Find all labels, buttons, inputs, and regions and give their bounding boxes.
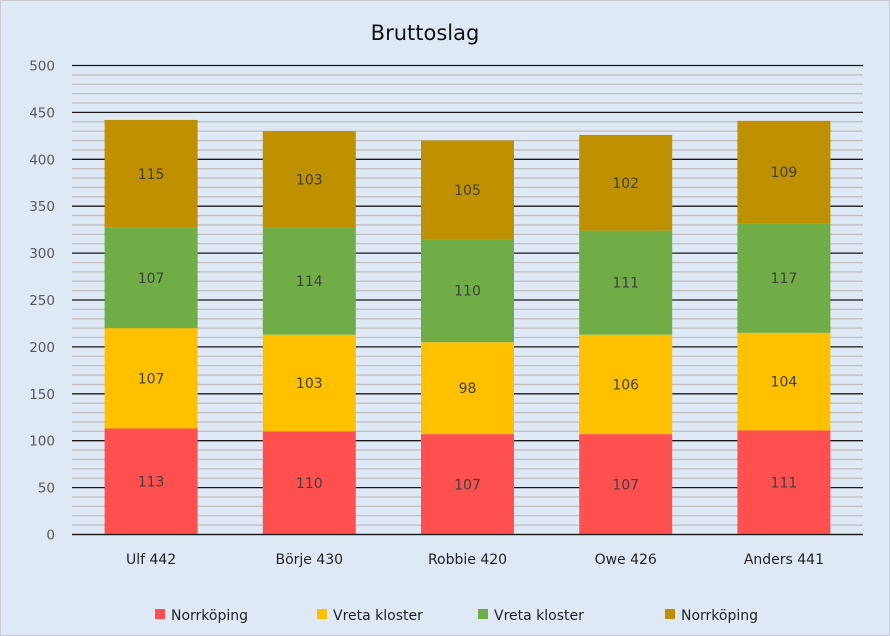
bar-segment — [421, 239, 514, 343]
bar-segment — [737, 332, 831, 431]
data-label: 98 — [459, 381, 477, 397]
legend-label: Norrköping — [171, 608, 248, 624]
y-tick-label: 500 — [29, 59, 55, 75]
bar-segment — [104, 119, 198, 228]
y-tick-label: 200 — [29, 340, 55, 356]
legend-label: Vreta kloster — [333, 608, 423, 624]
x-category-label: Anders 441 — [744, 552, 824, 568]
x-category-label: Börje 430 — [275, 552, 343, 568]
data-label: 111 — [771, 475, 798, 491]
y-tick-label: 250 — [29, 293, 55, 309]
data-label: 103 — [296, 376, 323, 392]
y-tick-label: 350 — [29, 199, 55, 215]
y-tick-label: 400 — [29, 152, 55, 168]
x-category-label: Robbie 420 — [428, 552, 507, 568]
bar-segment — [104, 328, 198, 429]
legend-label: Vreta kloster — [494, 608, 584, 624]
data-label: 105 — [454, 183, 481, 199]
data-label: 117 — [771, 271, 798, 287]
data-label: 115 — [138, 167, 165, 183]
bar-segment — [421, 342, 514, 435]
legend-swatch — [155, 609, 165, 619]
bar-segment — [737, 223, 831, 333]
y-tick-label: 50 — [38, 481, 55, 497]
bar-segment — [737, 430, 831, 535]
bar-segment — [737, 120, 831, 224]
legend-label: Norrköping — [681, 608, 758, 624]
bar-segment — [579, 230, 673, 335]
data-label: 106 — [612, 377, 639, 393]
bar-segment — [104, 428, 198, 535]
data-label: 107 — [612, 477, 639, 493]
data-label: 111 — [612, 276, 639, 292]
bar-segment — [262, 227, 356, 335]
x-category-label: Ulf 442 — [126, 552, 176, 568]
data-label: 110 — [296, 476, 323, 492]
bar-segment — [262, 131, 356, 228]
legend-swatch — [478, 609, 488, 619]
y-tick-label: 0 — [46, 528, 55, 544]
data-label: 107 — [138, 271, 165, 287]
legend-swatch — [317, 609, 327, 619]
x-category-label: Owe 426 — [595, 552, 657, 568]
data-label: 103 — [296, 172, 323, 188]
data-label: 114 — [296, 274, 323, 290]
bar-segment — [421, 434, 514, 535]
bar-segment — [579, 334, 673, 435]
data-label: 109 — [771, 165, 798, 181]
data-label: 107 — [138, 371, 165, 387]
legend-swatch — [665, 609, 675, 619]
bar-segment — [104, 227, 198, 329]
data-label: 107 — [454, 477, 481, 493]
y-tick-label: 150 — [29, 387, 55, 403]
y-tick-label: 100 — [29, 434, 55, 450]
data-label: 113 — [138, 475, 165, 491]
chart-title: Bruttoslag — [370, 21, 480, 45]
bar-segment — [262, 431, 356, 535]
data-label: 110 — [454, 284, 481, 300]
data-label: 104 — [771, 375, 798, 391]
bar-segment — [579, 434, 673, 535]
y-tick-label: 450 — [29, 105, 55, 121]
data-label: 102 — [612, 176, 639, 192]
bar-segment — [579, 134, 673, 231]
y-tick-label: 300 — [29, 246, 55, 262]
bar-segment — [421, 140, 514, 240]
bar-segment — [262, 334, 356, 432]
